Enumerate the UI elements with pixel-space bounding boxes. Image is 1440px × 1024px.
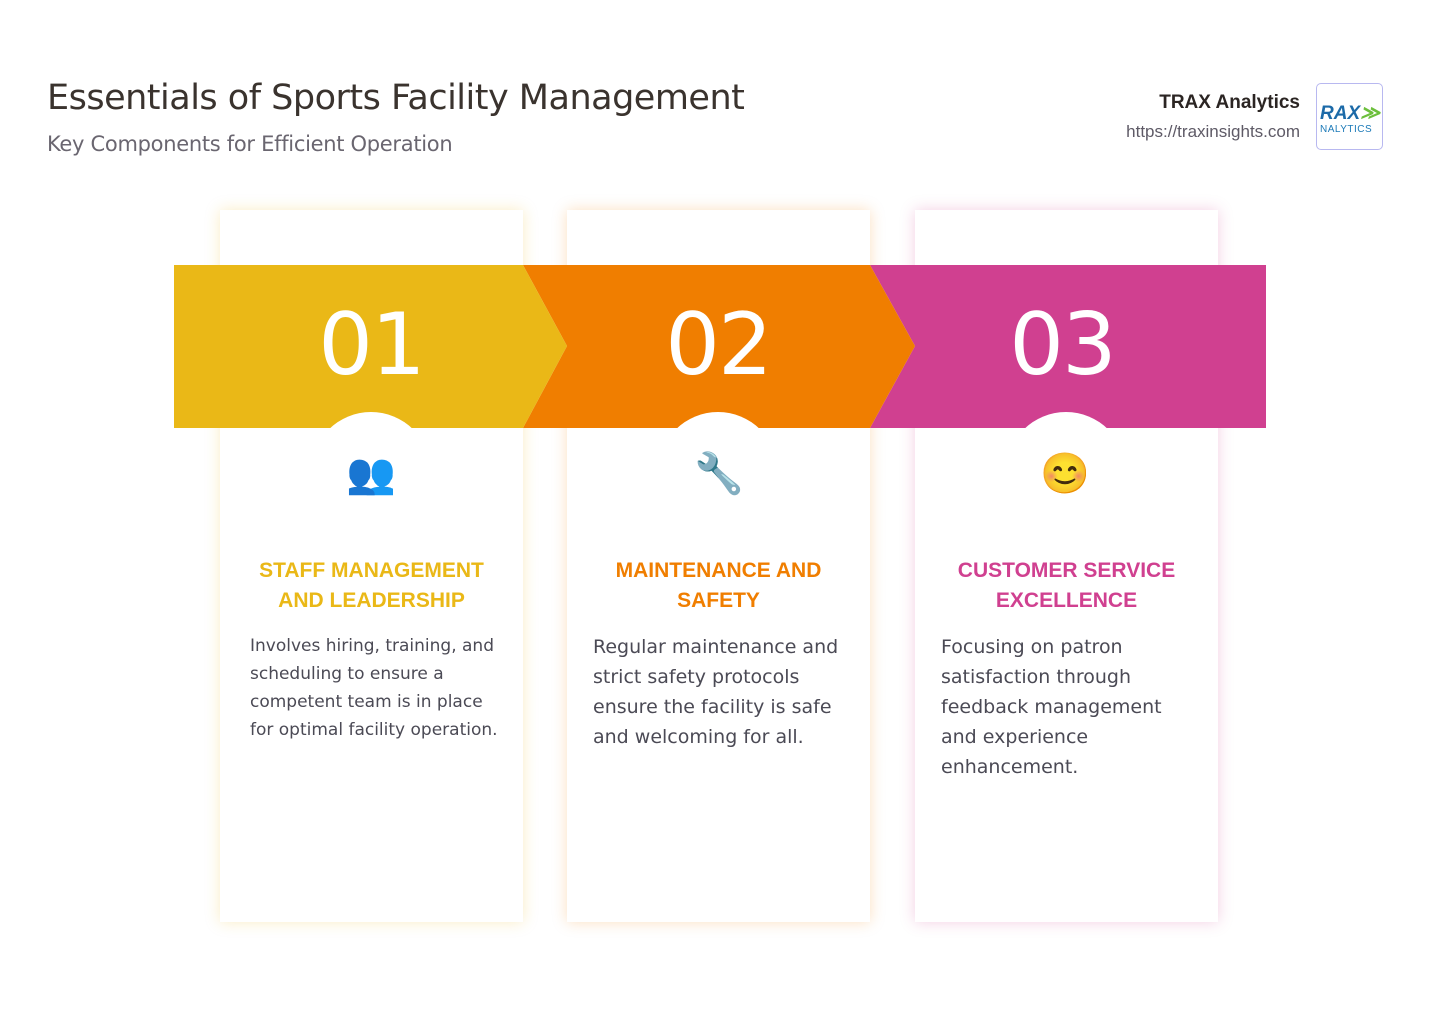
step-description-3: Focusing on patron satisfaction through … — [941, 636, 1162, 778]
brand-block: TRAX Analytics https://traxinsights.com — [1126, 92, 1300, 142]
smiling-face-icon: 😊 — [1040, 452, 1090, 496]
brand-logo: RAX≫ NALYTICS — [1316, 83, 1383, 150]
step-number-1: 01 — [318, 295, 425, 395]
busts-in-silhouette-icon: 👥 — [346, 452, 396, 496]
banner-segment-1 — [174, 265, 567, 428]
step-title-3: CUSTOMER SERVICE EXCELLENCE — [957, 559, 1176, 612]
icon-circle-3 — [1006, 412, 1126, 532]
step-number-2: 02 — [665, 295, 772, 395]
step-description-1: Involves hiring, training, and schedulin… — [250, 636, 498, 740]
step-number-3: 03 — [1009, 295, 1116, 395]
banner-segment-2 — [523, 265, 915, 428]
step-title-2: MAINTENANCE AND SAFETY — [615, 559, 822, 612]
page-title: Essentials of Sports Facility Management — [47, 78, 745, 118]
brand-url[interactable]: https://traxinsights.com — [1126, 122, 1300, 141]
icon-circle-1 — [311, 412, 431, 532]
banner-segment-3 — [870, 265, 1266, 428]
step-title-1: STAFF MANAGEMENT AND LEADERSHIP — [259, 559, 484, 612]
wrench-icon: 🔧 — [694, 452, 744, 496]
brand-name: TRAX Analytics — [1159, 92, 1300, 113]
page-subtitle: Key Components for Efficient Operation — [47, 132, 453, 156]
step-description-2: Regular maintenance and strict safety pr… — [593, 636, 839, 748]
icon-circle-2 — [658, 412, 778, 532]
